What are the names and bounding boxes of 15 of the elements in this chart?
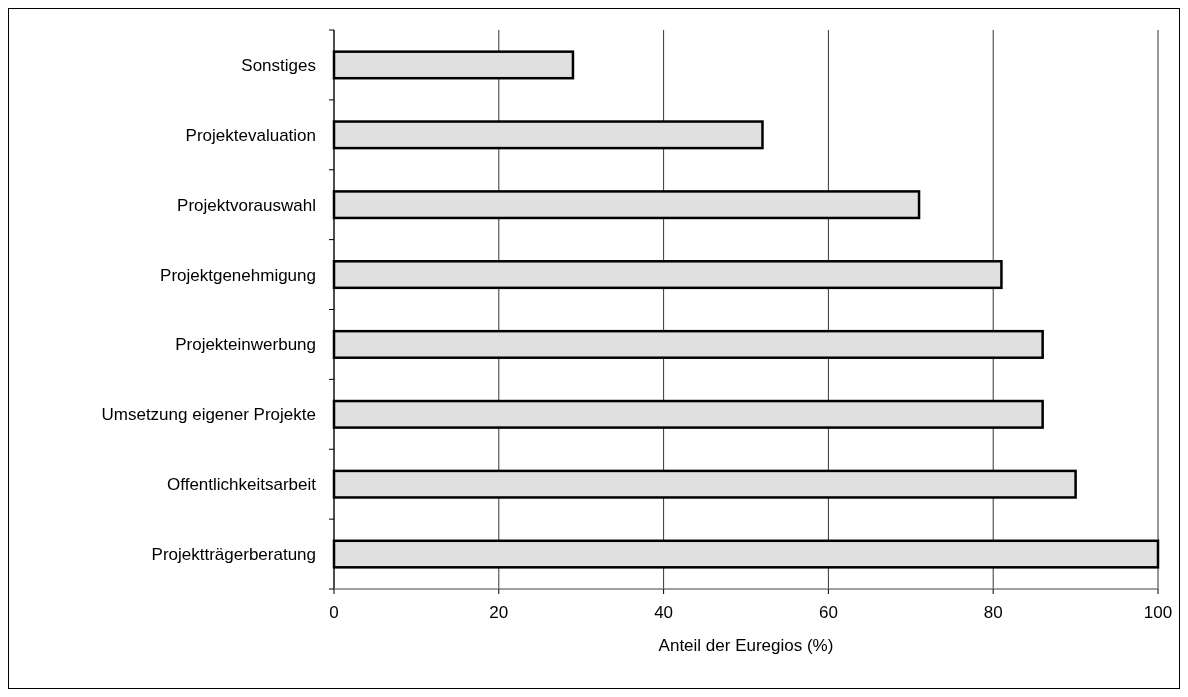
y-tick-label: Projekteinwerbung xyxy=(175,335,316,355)
y-tick-label: Offentlichkeitsarbeit xyxy=(167,475,317,495)
y-tick-label: Projektvorauswahl xyxy=(177,195,316,215)
x-tick-label: 0 xyxy=(329,603,339,622)
y-tick-label: Projektgenehmigung xyxy=(160,265,316,285)
y-tick-label: Umsetzung eigener Projekte xyxy=(101,405,316,425)
x-tick-label: 40 xyxy=(654,603,674,622)
x-tick-label: 80 xyxy=(983,603,1003,622)
x-tick-label: 20 xyxy=(489,603,509,622)
x-tick-label: 60 xyxy=(818,603,838,622)
y-tick-label: Sonstiges xyxy=(241,55,316,75)
x-tick-label: 100 xyxy=(1143,603,1173,622)
y-tick-label: Projektevaluation xyxy=(185,125,316,145)
y-tick-label: Projektträgerberatung xyxy=(151,545,316,565)
x-axis-title: Anteil der Euregios (%) xyxy=(658,636,834,655)
